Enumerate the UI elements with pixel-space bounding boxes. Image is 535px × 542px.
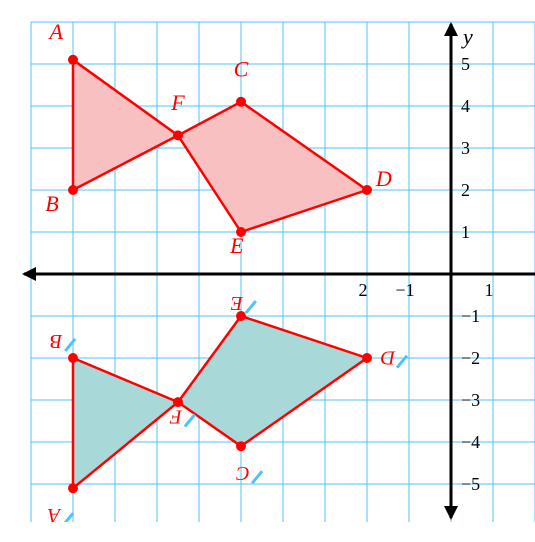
point-top-A [68,55,78,65]
ytick-label: 5 [461,54,470,74]
label-bottom-E: E [231,292,244,314]
ytick-label: 2 [461,180,470,200]
label-bottom-A: A [47,504,62,522]
label-bottom-F: F [169,406,183,428]
label-top-A: A [47,20,63,44]
ytick-label: 4 [461,96,470,116]
y-arrow-up [444,22,458,36]
bottom-triangle [73,358,178,488]
top-triangle [73,60,178,190]
label-top-E: E [229,233,244,258]
label-top-F: F [170,90,185,115]
top-quad [178,102,367,232]
point-bottom-A [68,483,78,493]
xtick-label: 2 [359,280,368,300]
prime-tick-F [185,415,195,427]
prime-tick-A [63,513,73,522]
point-bottom-D [362,353,372,363]
chart-svg: xy54321−1−2−3−4−52−11ABCDEFABCDEF [20,20,535,522]
ytick-label: −1 [461,306,480,326]
label-bottom-C: C [236,462,250,484]
point-top-D [362,185,372,195]
y-axis-label: y [461,24,473,49]
coordinate-plane-chart: xy54321−1−2−3−4−52−11ABCDEFABCDEF [20,20,535,522]
prime-tick-C [252,471,262,483]
point-top-C [236,97,246,107]
point-top-B [68,185,78,195]
y-arrow-down [444,506,458,520]
prime-tick-E [246,301,256,313]
ytick-label: 1 [461,222,470,242]
label-top-C: C [234,57,249,82]
point-top-F [173,130,183,140]
label-top-B: B [45,191,58,216]
ytick-label: −5 [461,474,480,494]
label-top-D: D [375,166,392,191]
ytick-label: −2 [461,348,480,368]
xtick-label: −1 [395,280,414,300]
bottom-quad [178,316,367,446]
label-bottom-D: D [380,347,396,369]
ytick-label: −4 [461,432,480,452]
label-bottom-B: B [50,330,62,352]
ytick-label: 3 [461,138,470,158]
x-arrow-left [22,267,36,281]
ytick-label: −3 [461,390,480,410]
xtick-label: 1 [485,280,494,300]
prime-tick-B [65,339,75,351]
point-bottom-B [68,353,78,363]
point-bottom-C [236,441,246,451]
